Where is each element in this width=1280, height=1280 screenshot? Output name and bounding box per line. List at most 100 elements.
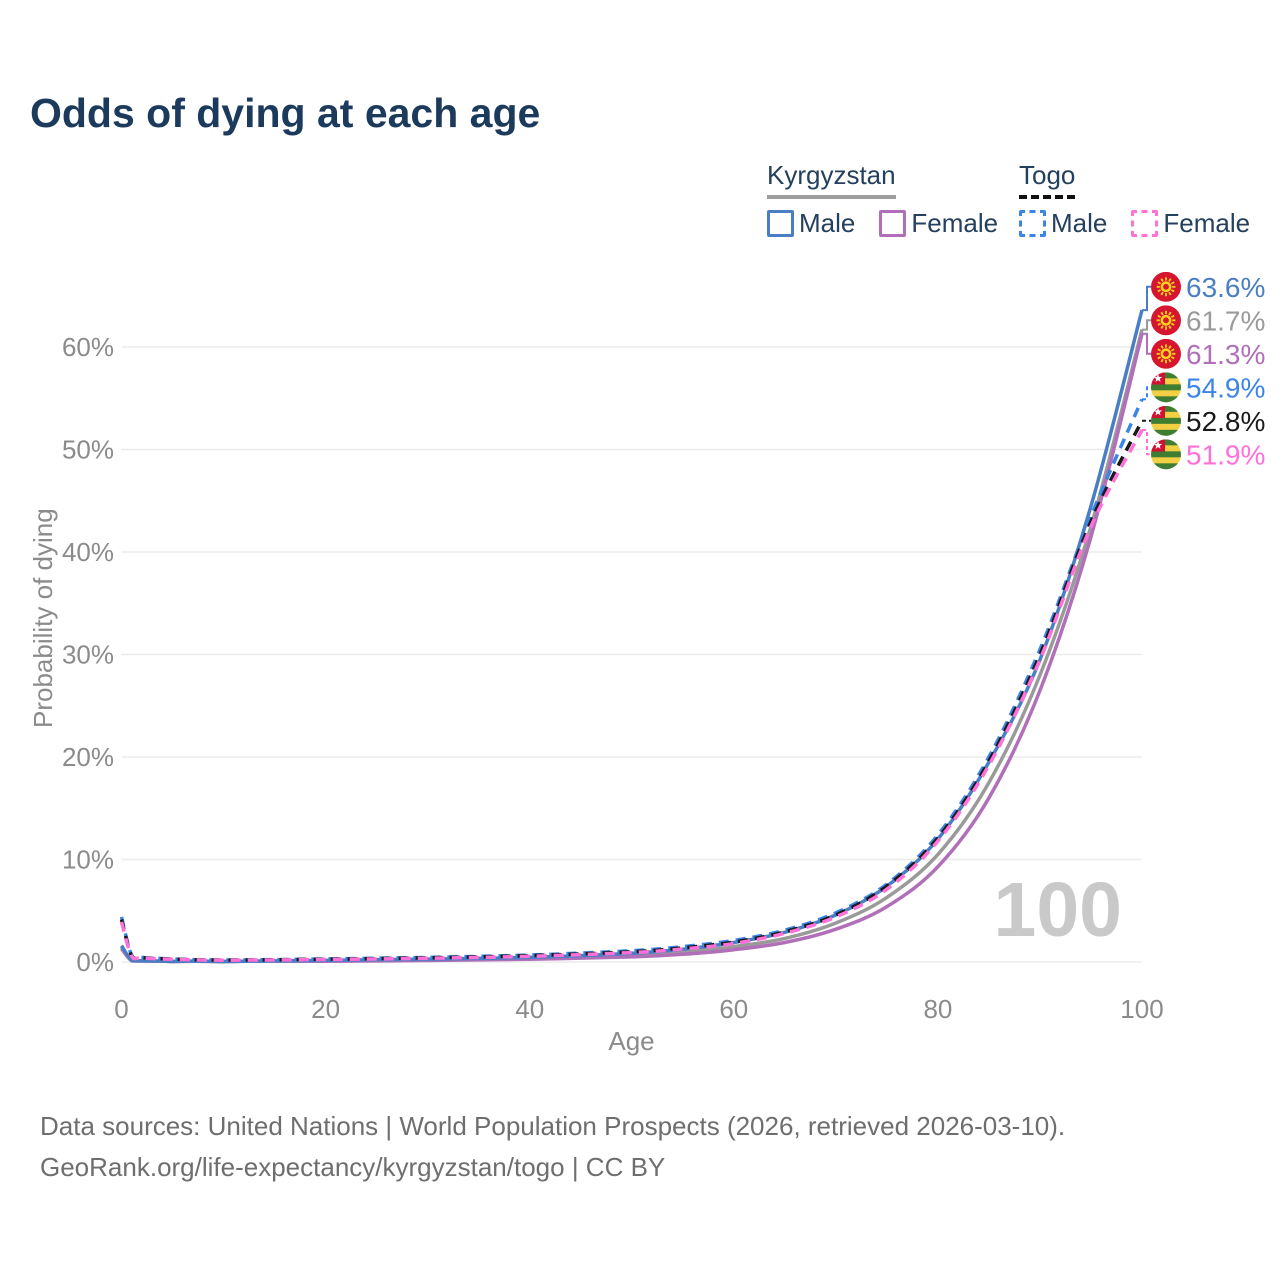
end-label-connector [1142, 285, 1151, 312]
flag-art [1151, 271, 1181, 302]
y-tick-label: 30% [62, 640, 114, 670]
series-line-togo-both-sexes- [119, 420, 1144, 962]
sun-ray [1160, 278, 1164, 282]
sun-ray [1168, 345, 1172, 349]
sun-ray [1170, 314, 1175, 319]
sun-ray [1170, 348, 1175, 352]
footer-line-2: GeoRank.org/life-expectancy/kyrgyzstan/t… [40, 1152, 666, 1182]
flag-art [1151, 439, 1181, 470]
end-label-value: 51.9% [1186, 439, 1265, 470]
y-tick-label: 60% [62, 332, 114, 362]
y-tick-label: 50% [62, 435, 114, 465]
series-line-kyrgyzstan-male [120, 309, 1144, 964]
y-axis-title: Probability of dying [28, 508, 58, 728]
flag-stripe [1151, 384, 1181, 391]
y-tick-label: 20% [62, 742, 114, 772]
legend-label: Female [1163, 208, 1251, 238]
flag-stripe [1151, 429, 1181, 436]
flag-stripe [1151, 378, 1181, 385]
flag-icon-kyrgyzstan [1151, 305, 1181, 336]
flag-stripe [1151, 411, 1181, 419]
legend-item-togo-female[interactable]: Female [1131, 208, 1250, 239]
flag-icon-kyrgyzstan [1151, 271, 1181, 302]
sun-ray [1160, 291, 1164, 296]
series-line-kyrgyzstan-female [120, 333, 1144, 964]
series-line-togo-male [119, 398, 1144, 962]
flag-stripe [1151, 451, 1181, 458]
x-tick-label: 100 [1120, 994, 1163, 1024]
legend-group-kyrgyzstan: Kyrgyzstan Male Female [767, 160, 998, 239]
sun-ray [1157, 348, 1162, 352]
end-label-value: 61.3% [1186, 339, 1265, 370]
y-tick-label: 0% [76, 947, 114, 977]
flag-stripe [1151, 372, 1181, 379]
end-label-connector [1142, 332, 1151, 355]
togo-female-swatch-icon [1131, 210, 1159, 237]
series-line-kyrgyzstan-both-sexes- [120, 329, 1144, 964]
sun-ray [1157, 356, 1162, 360]
flag-stripe [1151, 457, 1181, 464]
y-tick-label: 10% [62, 845, 114, 875]
sun-ray [1168, 291, 1172, 296]
end-label-connector [1142, 429, 1151, 456]
sun-ray [1170, 356, 1175, 360]
flag-stripe [1151, 445, 1181, 452]
legend-country-kyrgyzstan[interactable]: Kyrgyzstan [767, 160, 896, 199]
togo-male-swatch-icon [1019, 210, 1046, 237]
end-label-connector [1142, 386, 1151, 401]
sun-ray [1168, 325, 1172, 329]
legend-item-kyrgyzstan-male[interactable]: Male [767, 208, 855, 239]
kyrgyzstan-female-swatch-icon [879, 210, 907, 237]
tunduk [1163, 350, 1169, 357]
end-label-value: 54.9% [1186, 372, 1265, 403]
footer-line-1: Data sources: United Nations | World Pop… [40, 1111, 1066, 1141]
sun-ray [1157, 322, 1162, 326]
x-tick-label: 40 [515, 994, 544, 1024]
flag-star [1153, 373, 1163, 382]
series-line-togo-female [119, 429, 1144, 962]
flag-art [1151, 372, 1181, 403]
sun-ray [1160, 311, 1164, 316]
kyrgyzstan-male-swatch-icon [767, 210, 794, 237]
flag-icon-togo [1151, 439, 1181, 470]
sun-ray [1170, 322, 1175, 326]
legend-country-togo[interactable]: Togo [1019, 160, 1076, 199]
flag-art [1151, 305, 1181, 336]
x-tick-label: 0 [114, 994, 128, 1024]
sun-ray [1157, 289, 1162, 293]
flag-stripe [1151, 463, 1181, 470]
sun-ray [1168, 358, 1172, 363]
legend-item-togo-male[interactable]: Male [1019, 208, 1107, 239]
flag-icon-kyrgyzstan [1151, 338, 1181, 369]
flag-stripe [1151, 396, 1181, 403]
sun-ray [1168, 278, 1172, 282]
flag-stripe [1151, 405, 1181, 413]
flag-art [1151, 405, 1181, 436]
flag-icon-togo [1151, 372, 1181, 403]
flag-art [1151, 338, 1181, 369]
footer: Data sources: United Nations | World Pop… [40, 1106, 1065, 1188]
flag-stripe [1151, 390, 1181, 397]
tunduk [1163, 283, 1169, 290]
flag-icon-togo [1151, 405, 1181, 436]
tunduk [1163, 317, 1169, 324]
age-watermark: 100 [993, 867, 1122, 953]
sun-ray [1157, 281, 1162, 285]
x-tick-label: 60 [719, 994, 748, 1024]
sun-ray [1170, 289, 1175, 293]
flag-star [1153, 440, 1163, 449]
legend-label: Female [911, 208, 999, 238]
y-tick-label: 40% [62, 537, 114, 567]
x-tick-label: 20 [311, 994, 340, 1024]
sun-ray [1157, 314, 1162, 319]
sun-ray [1160, 358, 1164, 363]
end-label-value: 61.7% [1186, 305, 1265, 336]
x-tick-label: 80 [923, 994, 952, 1024]
sun-ray [1160, 325, 1164, 329]
legend-item-kyrgyzstan-female[interactable]: Female [879, 208, 998, 239]
sun-ray [1160, 345, 1164, 349]
legend-label: Male [799, 208, 856, 238]
end-label-value: 63.6% [1186, 272, 1265, 303]
sun-ray [1170, 281, 1175, 285]
